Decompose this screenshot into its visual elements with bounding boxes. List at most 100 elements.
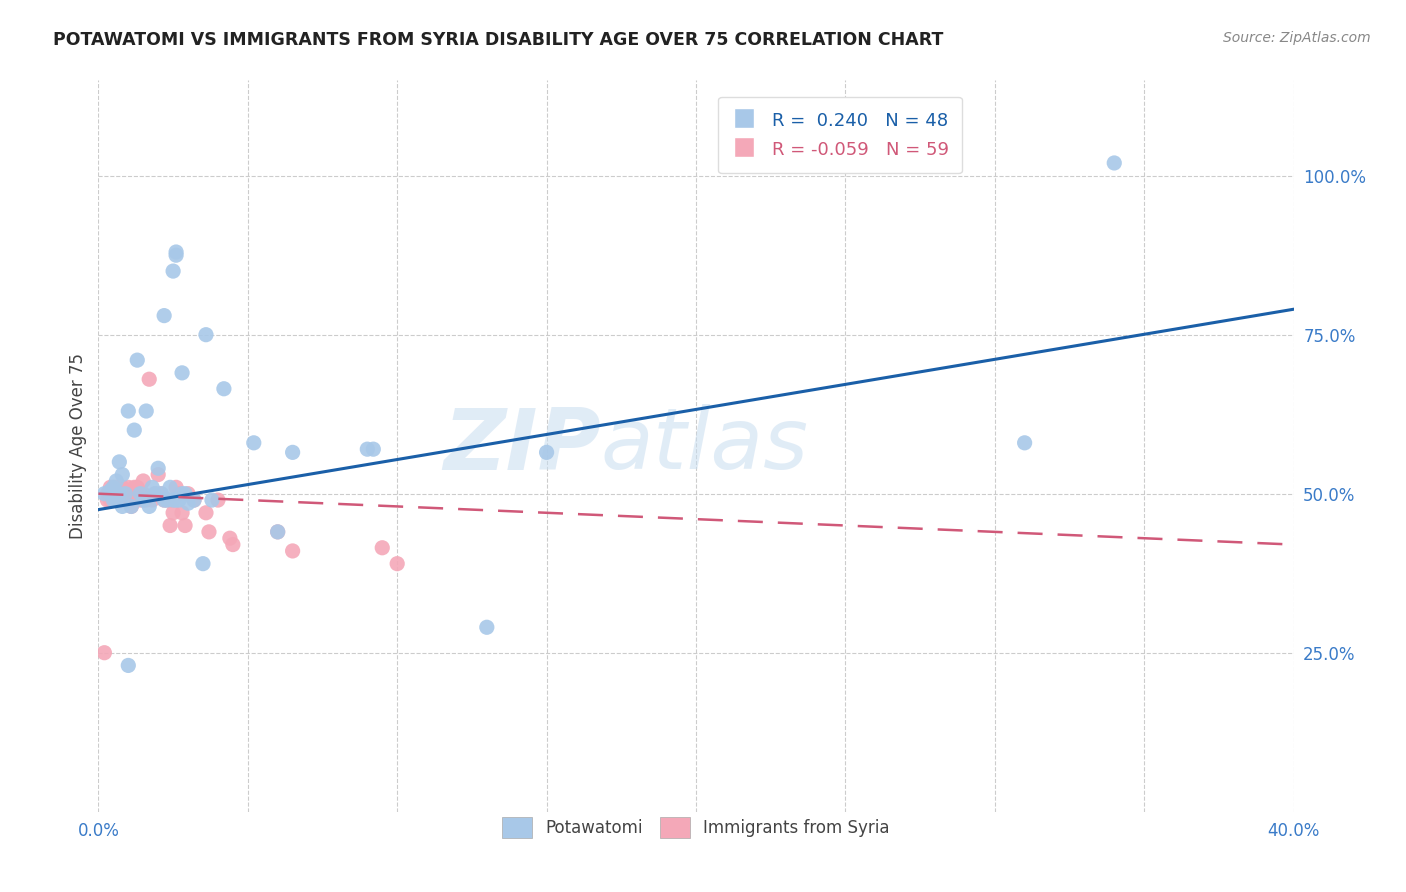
Text: atlas: atlas (600, 404, 808, 488)
Point (143, 486, 166, 500)
Point (132, 493, 155, 508)
Point (243, 435, 266, 450)
Point (148, 467, 170, 482)
Point (141, 493, 163, 508)
Point (108, 486, 131, 500)
Point (117, 486, 139, 500)
Point (174, 486, 197, 500)
Point (165, 245, 187, 260)
Point (111, 493, 134, 508)
Point (103, 493, 125, 508)
Point (475, 620, 498, 634)
Point (120, 500, 142, 514)
Point (138, 500, 160, 514)
Point (108, 480, 131, 494)
Point (98, 480, 122, 494)
Point (108, 486, 131, 500)
Point (162, 264, 184, 278)
Point (198, 524, 221, 539)
Point (150, 486, 173, 500)
Point (159, 518, 181, 533)
Point (195, 327, 218, 342)
Point (96, 486, 118, 500)
Point (124, 480, 146, 494)
Point (162, 493, 184, 508)
Point (103, 480, 125, 494)
Point (219, 531, 242, 545)
Point (172, 506, 194, 520)
Legend: Potawatomi, Immigrants from Syria: Potawatomi, Immigrants from Syria (489, 804, 903, 851)
Point (165, 493, 187, 508)
Point (108, 455, 131, 469)
Point (195, 506, 218, 520)
Point (536, 445, 558, 459)
Point (98, 486, 122, 500)
Point (120, 500, 142, 514)
Point (138, 372, 160, 386)
Point (141, 480, 163, 494)
Point (114, 486, 136, 500)
Point (103, 486, 125, 500)
Point (167, 486, 190, 500)
Point (98, 493, 122, 508)
Point (267, 524, 290, 539)
Point (153, 309, 176, 323)
Point (93, 486, 115, 500)
Point (156, 493, 179, 508)
Point (177, 496, 200, 510)
Text: Source: ZipAtlas.com: Source: ZipAtlas.com (1223, 31, 1371, 45)
Point (267, 524, 290, 539)
Point (117, 493, 139, 508)
Point (105, 486, 128, 500)
Point (111, 467, 134, 482)
Point (153, 493, 176, 508)
Point (363, 442, 385, 457)
Point (103, 483, 125, 498)
Point (96, 493, 118, 508)
Text: POTAWATOMI VS IMMIGRANTS FROM SYRIA DISABILITY AGE OVER 75 CORRELATION CHART: POTAWATOMI VS IMMIGRANTS FROM SYRIA DISA… (53, 31, 943, 49)
Point (132, 486, 155, 500)
Point (201, 493, 224, 508)
Point (117, 658, 139, 673)
Point (371, 541, 394, 555)
Point (165, 248, 187, 262)
Point (114, 486, 136, 500)
Point (124, 483, 146, 498)
Point (156, 493, 179, 508)
Point (356, 442, 378, 457)
Point (172, 486, 194, 500)
Point (162, 506, 184, 520)
Point (114, 483, 136, 498)
Point (127, 486, 149, 500)
Point (127, 480, 149, 494)
Point (103, 480, 125, 494)
Point (129, 493, 152, 508)
Point (103, 486, 125, 500)
Point (165, 480, 187, 494)
Point (172, 366, 194, 380)
Point (159, 480, 181, 494)
Point (111, 500, 134, 514)
Point (105, 493, 128, 508)
Point (98, 483, 122, 498)
Point (1104, 156, 1126, 170)
Point (135, 493, 157, 508)
Point (167, 493, 190, 508)
Point (105, 474, 128, 488)
Point (117, 480, 139, 494)
Point (105, 483, 128, 498)
Point (150, 486, 173, 500)
Point (108, 486, 131, 500)
Point (127, 353, 149, 368)
Point (385, 557, 409, 571)
Point (129, 486, 152, 500)
Point (191, 557, 214, 571)
Point (153, 493, 176, 508)
Point (105, 493, 128, 508)
Point (212, 382, 235, 396)
Point (135, 404, 157, 418)
Point (103, 486, 125, 500)
Point (105, 486, 128, 500)
Point (177, 486, 200, 500)
Point (111, 486, 134, 500)
